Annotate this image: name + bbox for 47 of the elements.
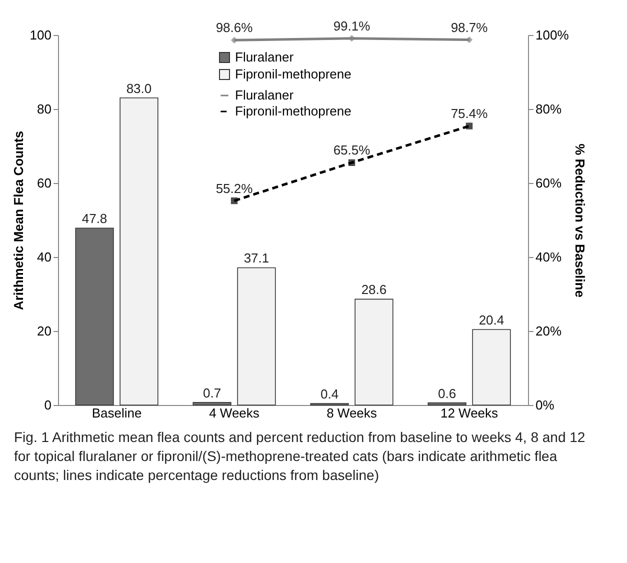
bar — [472, 329, 511, 406]
y-tick-label: 0 — [44, 398, 52, 412]
x-tick-label: Baseline — [92, 406, 142, 420]
y-tick-label: 100 — [30, 28, 52, 42]
legend-label: Fipronil-methoprene — [235, 66, 352, 82]
x-tick-label: 4 Weeks — [209, 406, 260, 420]
point — [348, 159, 356, 166]
x-tick-label: 8 Weeks — [326, 406, 378, 420]
bar — [120, 98, 158, 406]
bar — [192, 402, 232, 406]
data-label: 47.8 — [82, 211, 108, 226]
data-label: 20.4 — [478, 312, 504, 328]
data-label: 0.7 — [202, 385, 222, 400]
y-tick-label: 80 — [37, 102, 52, 116]
point — [466, 122, 473, 130]
y-axis-title: Arithmetic Mean Flea Counts — [10, 130, 26, 310]
data-label: 98.7% — [450, 20, 488, 35]
bar — [354, 298, 394, 406]
data-label: 98.6% — [216, 20, 254, 36]
point — [230, 197, 238, 204]
y2-tick-label: 0% — [536, 398, 555, 412]
y-tick-label: 40 — [37, 250, 52, 264]
data-label: 0.4 — [320, 386, 339, 402]
data-label: 28.6 — [361, 282, 387, 298]
y-tick-label: 20 — [37, 324, 52, 338]
data-label: 99.1% — [333, 18, 371, 34]
y-tick-label: 60 — [37, 176, 52, 190]
data-label: 0.6 — [438, 386, 456, 401]
y2-tick-label: 60% — [536, 176, 562, 190]
data-label: 83.0 — [126, 80, 152, 96]
data-label: 75.4% — [450, 106, 488, 122]
caption: Fig. 1 Arithmetic mean flea counts and percent reduction from baseline to weeks 4, 8 and 12 for topical fluralaner or fipronil/(S)-methoprene-treated cats (bars indicate arithmetic flea counts; lines indicate percentage reductions from baseline) — [13, 428, 586, 485]
y2-tick-label: 40% — [536, 250, 562, 264]
data-label: 55.2% — [216, 180, 254, 196]
data-label: 65.5% — [333, 142, 371, 158]
legend-label: Fipronil-methoprene — [235, 104, 352, 118]
y2-tick-label: 100% — [536, 28, 570, 42]
legend-label: Fluralaner — [235, 88, 294, 102]
bar — [428, 402, 466, 406]
x-tick-label: 12 Weeks — [440, 406, 499, 420]
bar — [75, 228, 114, 406]
legend-label: Fluralaner — [235, 50, 294, 64]
y2-tick-label: 20% — [536, 324, 562, 338]
y2-axis-title: % Reduction vs Baseline — [572, 144, 588, 298]
bar — [237, 267, 276, 406]
data-label: 37.1 — [244, 250, 270, 266]
y2-tick-label: 80% — [536, 102, 562, 116]
